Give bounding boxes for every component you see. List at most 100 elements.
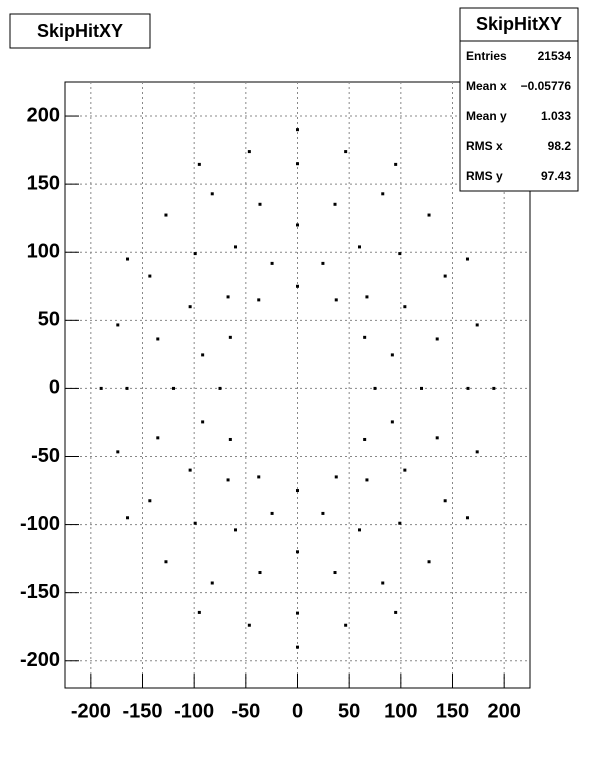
y-tick-label: 150 (27, 172, 60, 194)
point (435, 337, 439, 341)
point (373, 386, 377, 390)
x-tick-label: -150 (122, 700, 162, 722)
stats-value: 1.033 (541, 109, 571, 123)
point (296, 645, 299, 649)
point (226, 478, 230, 482)
point (164, 560, 168, 564)
stats-title: SkipHitXY (476, 14, 562, 34)
point (270, 511, 274, 515)
x-tick-label: 200 (487, 700, 520, 722)
point (427, 560, 431, 564)
point (403, 305, 407, 309)
point (258, 202, 262, 206)
point (296, 162, 299, 166)
title-box (9, 13, 151, 49)
point (381, 581, 385, 585)
x-tick-label: 100 (384, 700, 417, 722)
point (466, 386, 470, 390)
y-tick-label: -200 (20, 649, 60, 671)
stats-value: 21534 (538, 49, 572, 63)
point (197, 610, 201, 614)
point (234, 528, 237, 532)
x-tick-label: 50 (338, 700, 360, 722)
point (296, 128, 299, 132)
point (126, 257, 130, 261)
point (116, 450, 120, 454)
point (334, 475, 338, 479)
point (257, 475, 261, 479)
point (188, 468, 192, 472)
point (321, 261, 325, 265)
point (257, 298, 261, 302)
y-tick-label: -150 (20, 581, 60, 603)
point (390, 353, 394, 357)
point (363, 437, 367, 441)
point (333, 571, 337, 575)
point (296, 550, 299, 554)
point (344, 623, 348, 627)
point (226, 295, 230, 299)
stats-label: RMS y (466, 169, 503, 183)
point (321, 511, 325, 515)
point (443, 274, 447, 278)
point (465, 257, 469, 261)
point (427, 213, 431, 217)
point (234, 245, 237, 249)
point (116, 323, 120, 327)
point (188, 305, 192, 309)
point (363, 335, 367, 339)
point (365, 295, 369, 299)
y-tick-label: 50 (38, 309, 60, 331)
point (247, 150, 251, 154)
point (365, 478, 369, 482)
stats-value: 98.2 (548, 139, 572, 153)
point (156, 436, 160, 440)
point (296, 489, 299, 493)
point (398, 521, 402, 525)
point (201, 420, 205, 424)
point (228, 437, 232, 441)
stats-label: RMS x (466, 139, 503, 153)
stats-label: Mean y (466, 109, 507, 123)
point (201, 353, 205, 357)
point (334, 298, 338, 302)
point (390, 420, 394, 424)
x-tick-label: 0 (292, 700, 303, 722)
point (398, 252, 402, 256)
point (258, 571, 262, 575)
point (296, 223, 299, 227)
stats-frame (459, 7, 579, 192)
y-tick-label: 0 (49, 377, 60, 399)
point (210, 581, 214, 585)
y-tick-label: -50 (31, 445, 60, 467)
point (210, 192, 214, 196)
point (296, 284, 299, 288)
stats-label: Mean x (466, 79, 507, 93)
point (247, 623, 251, 627)
point (465, 516, 469, 520)
point (358, 528, 361, 532)
point (403, 468, 407, 472)
point (420, 386, 423, 390)
x-tick-label: -100 (174, 700, 214, 722)
point (394, 610, 398, 614)
point (443, 499, 447, 503)
chart-title: SkipHitXY (37, 21, 123, 41)
point (435, 436, 439, 440)
y-tick-label: -100 (20, 513, 60, 535)
point (381, 192, 385, 196)
stats-value: 97.43 (541, 169, 571, 183)
point (125, 386, 129, 390)
point (228, 335, 232, 339)
point (172, 386, 175, 390)
point (148, 499, 152, 503)
point (218, 386, 222, 390)
stats-value: −0.05776 (521, 79, 572, 93)
point (164, 213, 168, 217)
point (344, 150, 348, 154)
point (492, 386, 496, 390)
point (475, 450, 479, 454)
point (394, 162, 398, 166)
x-tick-label: 150 (436, 700, 469, 722)
